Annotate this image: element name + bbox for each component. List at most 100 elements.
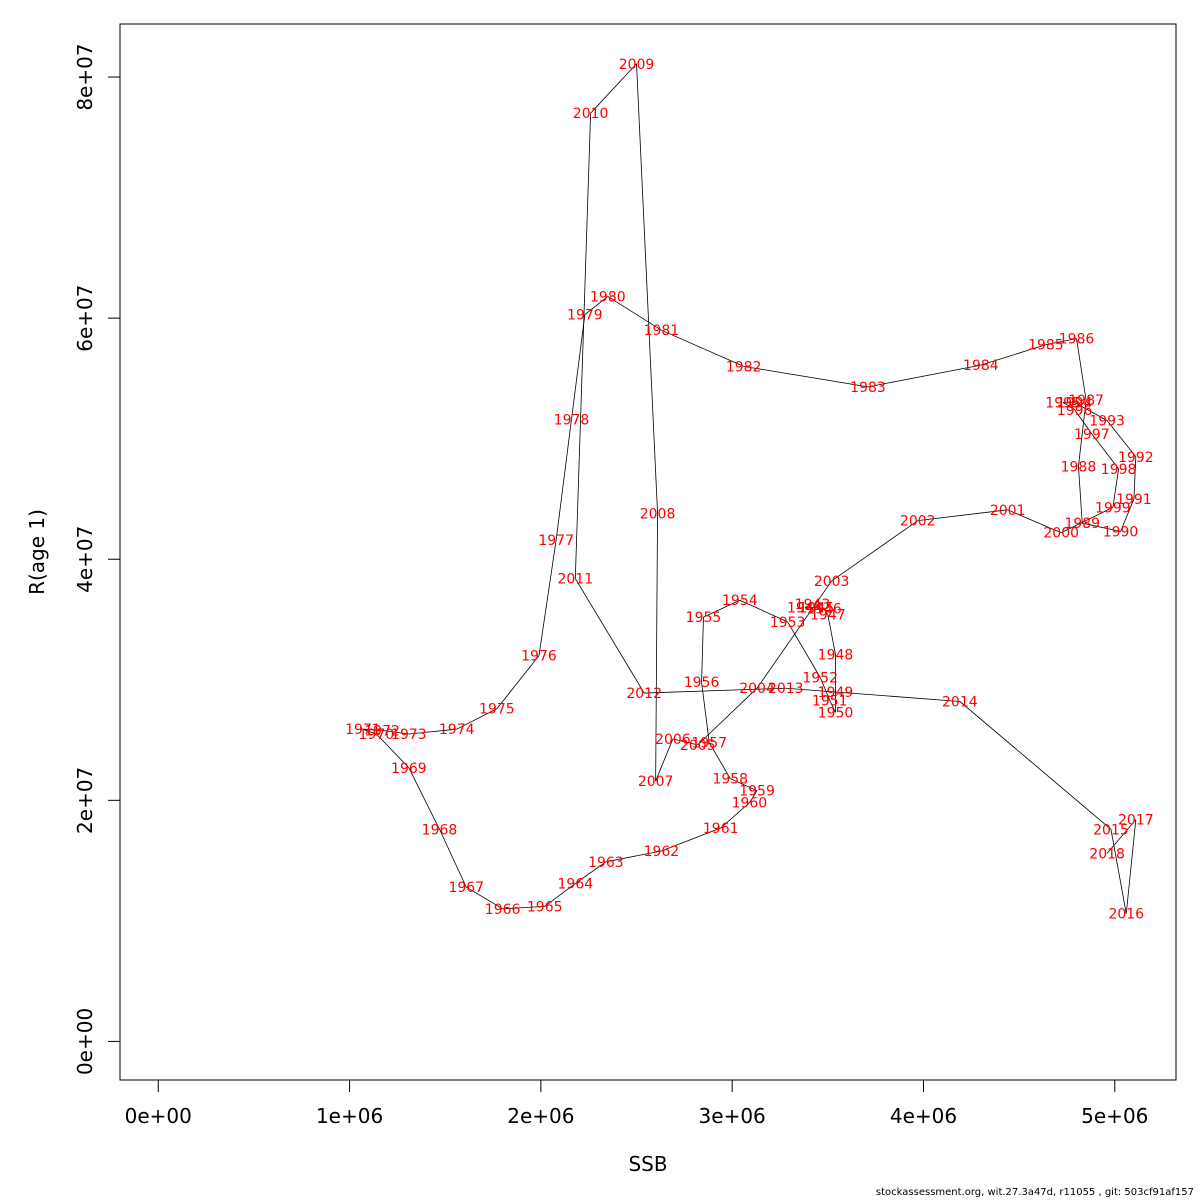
point-label-1983: 1983 — [850, 380, 886, 396]
series-segment — [466, 886, 503, 910]
series-segment — [574, 578, 645, 694]
series-segment — [1078, 466, 1083, 524]
point-label-1952: 1952 — [802, 670, 838, 686]
series-segment — [408, 767, 440, 830]
series-segment — [819, 677, 831, 701]
point-label-1998: 1998 — [1101, 462, 1137, 478]
point-label-1963: 1963 — [588, 855, 624, 871]
series-segment — [787, 621, 821, 678]
series-segment — [1112, 468, 1120, 508]
series-segment — [584, 296, 609, 315]
point-label-1974: 1974 — [439, 722, 475, 738]
series-segment — [605, 850, 662, 863]
point-label-1967: 1967 — [448, 880, 484, 896]
point-label-1950: 1950 — [818, 705, 854, 721]
series-segment — [1007, 509, 1062, 534]
series-segment — [756, 580, 832, 689]
series-segment — [439, 829, 467, 888]
series-segment — [1078, 400, 1087, 467]
series-segment — [823, 608, 829, 615]
point-label-1947: 1947 — [810, 608, 846, 624]
series-segment — [701, 682, 710, 743]
plot-frame — [119, 23, 1177, 1081]
series-segment — [362, 728, 383, 731]
point-label-2008: 2008 — [640, 506, 676, 522]
series-segment — [749, 790, 758, 803]
series-segment — [720, 802, 750, 829]
y-tick-label: 8e+07 — [73, 43, 97, 110]
point-label-1972: 1972 — [364, 723, 400, 739]
point-label-1975: 1975 — [479, 702, 515, 718]
point-label-1976: 1976 — [521, 649, 557, 665]
point-label-1994: 1994 — [1057, 396, 1093, 412]
y-axis-title: R(age 1) — [25, 509, 49, 595]
series-segment — [1045, 338, 1077, 346]
y-axis: 0e+00 2e+07 4e+07 6e+07 8e+07 — [73, 43, 121, 1075]
point-label-2011: 2011 — [557, 572, 593, 588]
point-label-2016: 2016 — [1108, 907, 1144, 923]
series-segment — [1082, 522, 1121, 532]
series-segment — [362, 728, 377, 735]
x-tick-label: 5e+06 — [1081, 1104, 1148, 1128]
point-label-1944: 1944 — [787, 600, 823, 616]
series-segment — [1076, 338, 1087, 401]
series-segment — [590, 63, 637, 114]
series-segment — [661, 329, 744, 367]
series-segment — [1125, 819, 1137, 914]
point-label-1992: 1992 — [1118, 450, 1154, 466]
series-segment — [701, 617, 704, 683]
point-label-1995: 1995 — [1045, 396, 1081, 412]
series-segment — [544, 883, 576, 907]
series-segment — [655, 513, 658, 782]
point-label-1979: 1979 — [567, 308, 603, 324]
series-segment — [655, 738, 674, 782]
point-label-2003: 2003 — [814, 574, 850, 590]
series-segment — [382, 730, 409, 735]
series-segment — [785, 687, 960, 702]
point-label-2017: 2017 — [1118, 813, 1154, 829]
point-label-1948: 1948 — [818, 647, 854, 663]
point-label-2004: 2004 — [739, 681, 775, 697]
point-label-1977: 1977 — [538, 533, 574, 549]
point-label-1982: 1982 — [726, 359, 762, 375]
series-segment — [1091, 433, 1119, 470]
series-segment — [831, 520, 918, 582]
x-tick-label: 2e+06 — [507, 1104, 574, 1128]
point-label-2010: 2010 — [573, 106, 609, 122]
point-label-2002: 2002 — [900, 514, 936, 530]
point-label-1960: 1960 — [732, 796, 768, 812]
point-label-2005: 2005 — [680, 738, 716, 754]
point-label-1989: 1989 — [1064, 516, 1100, 532]
point-label-1958: 1958 — [712, 772, 748, 788]
series-segment — [636, 63, 658, 514]
point-label-1955: 1955 — [686, 610, 722, 626]
series-segment — [816, 607, 825, 610]
series-segment — [575, 861, 607, 884]
point-label-2014: 2014 — [942, 694, 978, 710]
point-label-1951: 1951 — [812, 693, 848, 709]
point-label-1968: 1968 — [422, 822, 458, 838]
series-segment — [959, 701, 1112, 830]
point-label-1954: 1954 — [722, 593, 758, 609]
series-segment — [1133, 456, 1137, 499]
x-tick-label: 4e+06 — [890, 1104, 957, 1128]
x-tick-label: 1e+06 — [316, 1104, 383, 1128]
series-segment — [867, 364, 981, 388]
point-label-1985: 1985 — [1028, 338, 1064, 354]
series-segment — [697, 687, 758, 746]
series-segment — [502, 906, 545, 910]
point-label-2012: 2012 — [626, 686, 662, 702]
y-tick-label: 4e+07 — [73, 526, 97, 593]
series-segment — [1110, 829, 1127, 914]
point-label-1956: 1956 — [684, 675, 720, 691]
series-segment — [661, 827, 721, 852]
point-label-1945: 1945 — [799, 600, 835, 616]
point-label-1966: 1966 — [485, 902, 521, 918]
series-segment — [1106, 819, 1137, 854]
point-label-2018: 2018 — [1089, 846, 1125, 862]
series-segment — [555, 419, 572, 540]
point-label-1959: 1959 — [739, 784, 775, 800]
point-label-1970: 1970 — [359, 727, 395, 743]
series-segment — [571, 314, 586, 420]
point-label-2001: 2001 — [990, 503, 1026, 519]
